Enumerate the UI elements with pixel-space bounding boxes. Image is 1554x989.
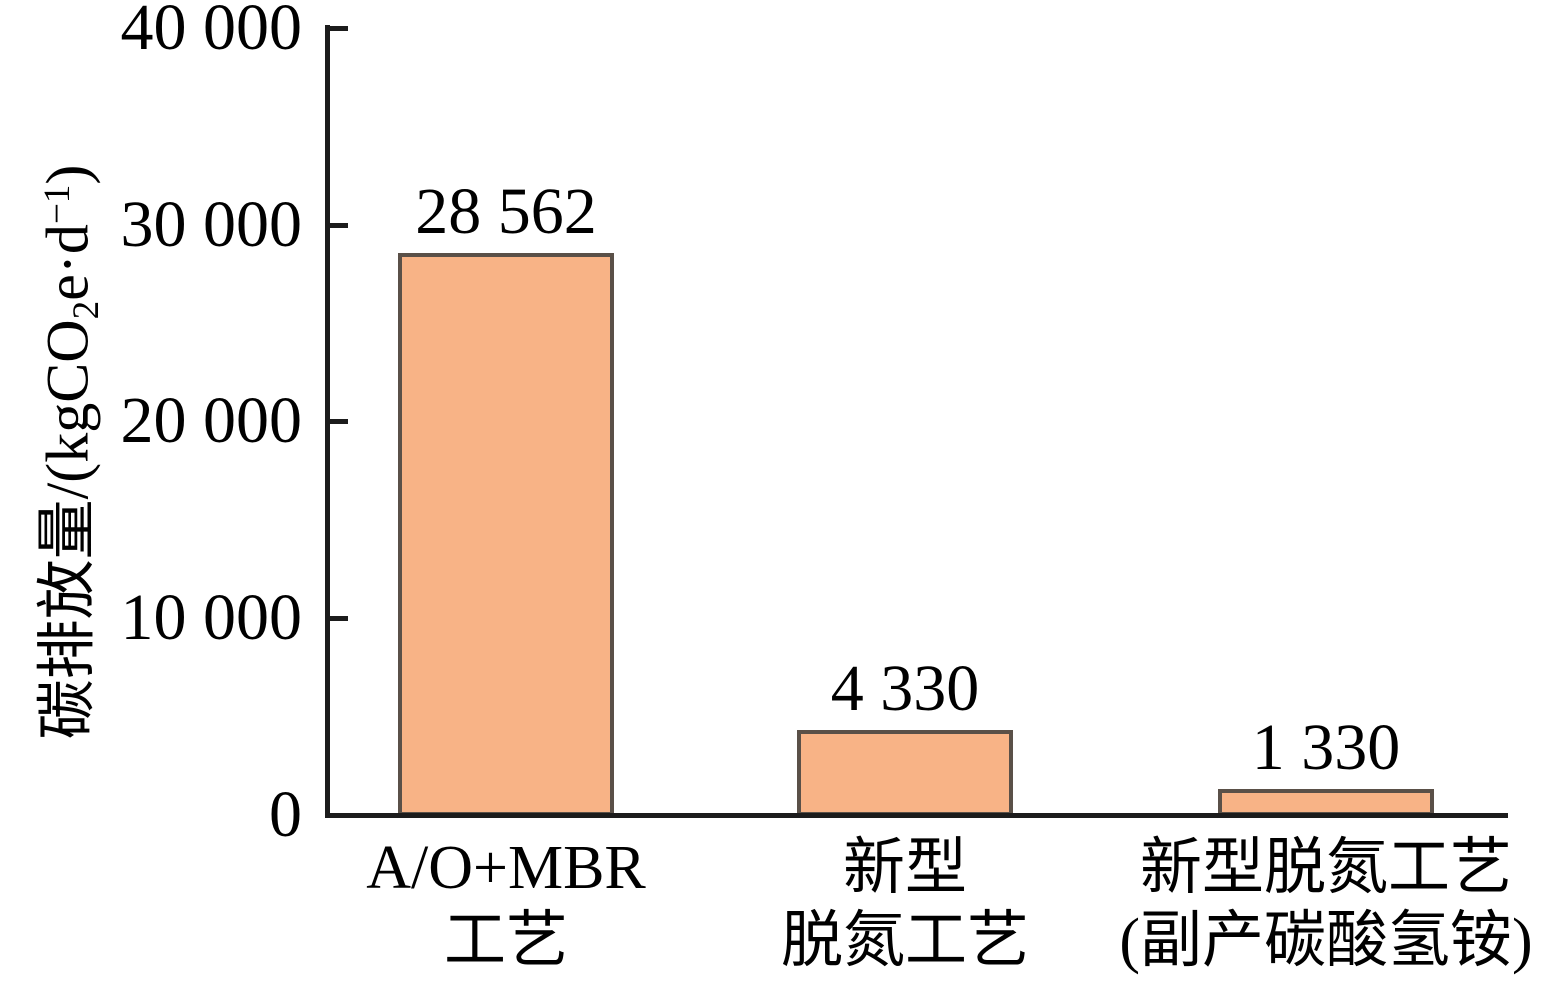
y-axis-tick-label: 10 000 bbox=[120, 581, 303, 654]
y-axis-tick bbox=[330, 419, 348, 424]
x-category-line: 新型 bbox=[842, 834, 967, 902]
y-axis-tick bbox=[330, 616, 348, 621]
bar bbox=[1218, 789, 1434, 816]
y-axis-tick-label: 30 000 bbox=[120, 188, 303, 261]
x-category-line: 脱氮工艺 bbox=[780, 907, 1029, 976]
x-category-label: A/O+MBR 工艺 bbox=[196, 832, 816, 978]
bar-value-label: 4 330 bbox=[830, 652, 980, 725]
y-axis-line bbox=[325, 25, 330, 818]
bar-value-label: 28 562 bbox=[415, 175, 597, 248]
y-axis-tick bbox=[330, 223, 348, 228]
y-axis-tick bbox=[330, 26, 348, 31]
bar-value-label: 1 330 bbox=[1251, 711, 1401, 784]
x-category-line: 工艺 bbox=[443, 907, 568, 976]
x-category-line: 新型脱氮工艺 bbox=[1139, 834, 1512, 902]
y-axis-tick-label: 20 000 bbox=[120, 384, 303, 457]
x-category-label: 新型脱氮工艺 (副产碳酸氢铵) bbox=[1016, 832, 1554, 978]
bar bbox=[797, 730, 1013, 816]
bar bbox=[398, 253, 614, 816]
x-axis-line bbox=[325, 813, 1508, 818]
x-category-label: 新型 脱氮工艺 bbox=[595, 832, 1215, 978]
x-category-line: (副产碳酸氢铵) bbox=[1119, 907, 1533, 976]
y-axis-title-part: ) bbox=[34, 164, 101, 185]
y-axis-tick-label: 40 000 bbox=[120, 0, 303, 64]
y-axis-title-part: 碳排放量/(kgCO bbox=[34, 319, 101, 740]
x-category-line: A/O+MBR bbox=[366, 834, 646, 902]
y-axis-tick-label: 0 bbox=[269, 778, 302, 851]
y-axis-title-part: 2 bbox=[66, 300, 107, 320]
